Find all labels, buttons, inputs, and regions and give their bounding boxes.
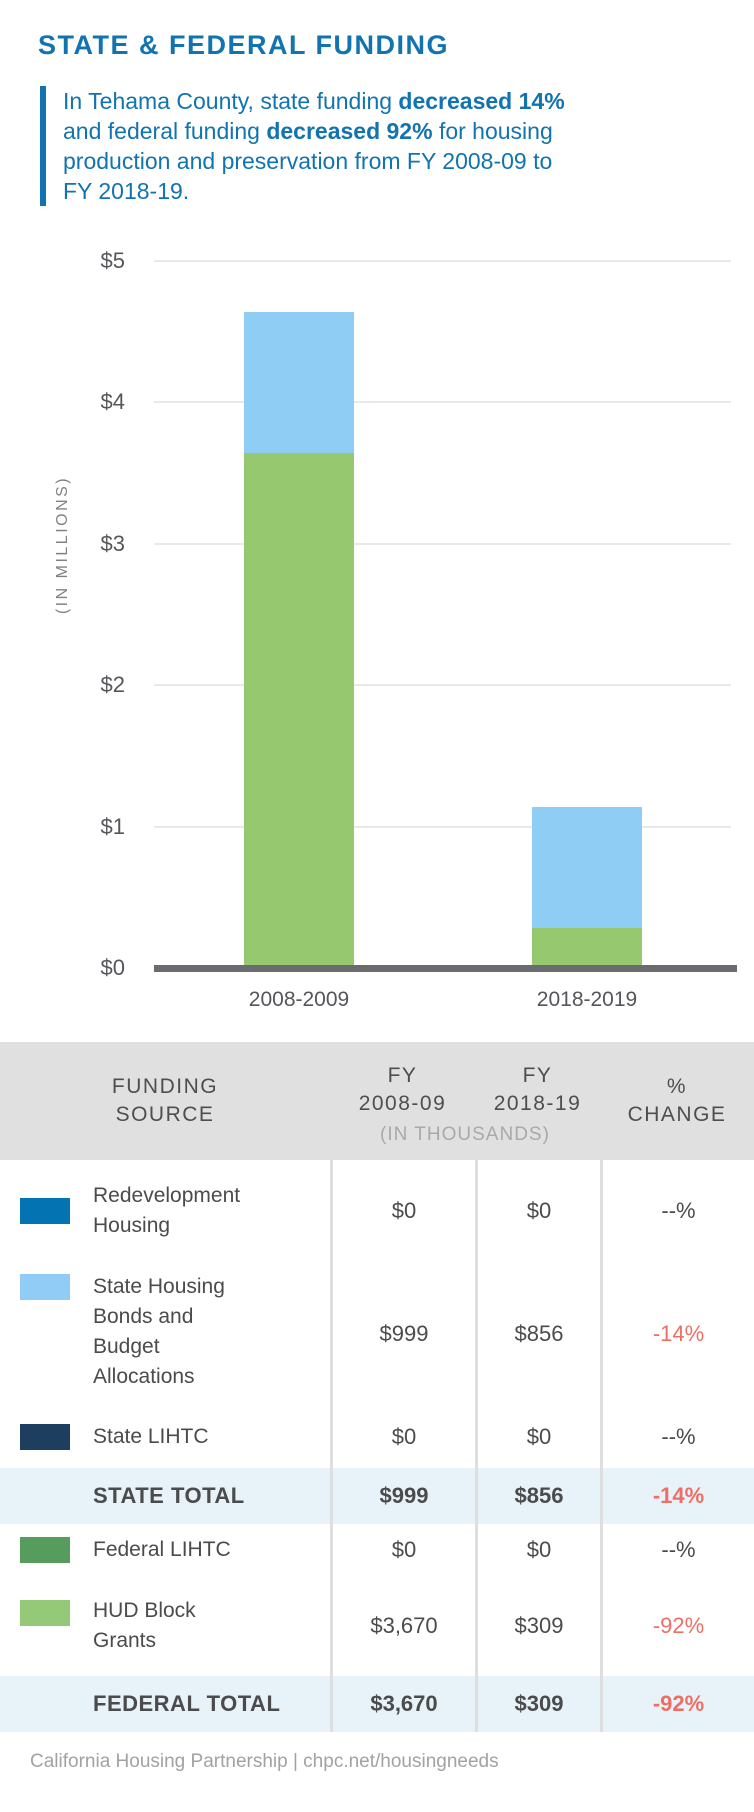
fy2018-value: $0 [475,1160,600,1262]
x-axis-line [154,965,737,972]
table-header: FUNDING SOURCE FY 2008-09 FY 2018-19 % C… [0,1042,754,1160]
table-row-state-housing-bonds: State Housing Bonds and Budget Allocatio… [0,1262,754,1406]
units-note: (IN THOUSANDS) [380,1124,550,1145]
source-cell: State Housing Bonds and Budget Allocatio… [0,1262,330,1406]
y-tick-2: $2 [100,672,125,697]
bar-segment-state-2018 [532,807,642,928]
source-label: Federal LIHTC [93,1538,231,1561]
table-row-state-lihtc: State LIHTC $0 $0 --% [0,1406,754,1468]
pct-change-value: --% [600,1406,754,1468]
fy2008-value: $3,670 [330,1676,475,1732]
y-tick-3: $3 [100,531,125,556]
table-row-federal-lihtc: Federal LIHTC $0 $0 --% [0,1524,754,1576]
x-label-2018-2019: 2018-2019 [536,988,638,1011]
bar-2018-2019 [532,807,642,972]
stacked-bar-chart: (IN MILLIONS) $5 $4 $3 $2 $1 $0 2008-200… [0,220,754,1030]
bar-segment-federal-2008 [244,453,354,972]
header-funding-line1: FUNDING [111,1075,219,1098]
legend-swatch-redevelopment [20,1198,70,1224]
header-funding-source: FUNDING SOURCE [0,1042,330,1160]
y-tick-1: $1 [100,814,125,839]
legend-swatch-state-bonds [20,1274,70,1300]
header-pct-line2: CHANGE [627,1103,727,1126]
callout-bold-federal: decreased 92% [266,118,433,144]
gridline-4 [154,401,731,403]
source-label: Redevelopment Housing [93,1184,241,1237]
bar-segment-state-2008 [244,312,354,453]
gridline-1 [154,826,731,828]
source-cell: Redevelopment Housing [0,1160,330,1262]
source-cell: Federal LIHTC [0,1524,330,1576]
pct-change-value: --% [600,1160,754,1262]
y-tick-4: $4 [100,389,125,414]
source-label: HUD Block Grants [93,1599,196,1652]
y-tick-5: $5 [100,248,125,273]
pct-change-value: -14% [600,1262,754,1406]
source-cell: HUD Block Grants [0,1576,330,1676]
fy2008-value: $999 [330,1262,475,1406]
header-pct-line1: % [666,1075,688,1098]
fy2018-value: $856 [475,1468,600,1524]
gridline-3 [154,543,731,545]
header-fy2-line2: 2018-19 [493,1092,582,1115]
header-pct-change: % CHANGE [600,1042,754,1160]
pct-change-value: -92% [600,1676,754,1732]
x-label-2008-2009: 2008-2009 [248,988,350,1011]
y-tick-0: $0 [100,955,125,980]
pct-change-value: --% [600,1524,754,1576]
header-funding-line2: SOURCE [115,1103,215,1126]
header-fy-2018-19: FY 2018-19 [475,1042,600,1120]
fy2008-value: $0 [330,1160,475,1262]
summary-callout: In Tehama County, state funding decrease… [40,86,580,206]
state-total-label: STATE TOTAL [93,1483,245,1508]
federal-total-label: FEDERAL TOTAL [93,1691,281,1716]
pct-change-value: -92% [600,1576,754,1676]
table-row-redevelopment-housing: Redevelopment Housing $0 $0 --% [0,1160,754,1262]
bar-segment-federal-2018 [532,928,642,972]
legend-swatch-state-lihtc [20,1424,70,1450]
fy2008-value: $0 [330,1406,475,1468]
fy2018-value: $309 [475,1676,600,1732]
callout-text-pre: In Tehama County, state funding [63,88,399,114]
legend-swatch-federal-lihtc [20,1537,70,1563]
table-row-hud-block-grants: HUD Block Grants $3,670 $309 -92% [0,1576,754,1676]
gridline-5 [154,260,731,262]
gridline-2 [154,684,731,686]
header-fy1-line1: FY [387,1064,418,1087]
legend-swatch-hud [20,1600,70,1626]
page-title: STATE & FEDERAL FUNDING [38,30,449,60]
fy2018-value: $0 [475,1524,600,1576]
header-fy1-line2: 2008-09 [358,1092,447,1115]
fy2018-value: $0 [475,1406,600,1468]
header-fy2-line1: FY [522,1064,553,1087]
fy2018-value: $309 [475,1576,600,1676]
callout-text-post: for housing production and preservation … [63,118,553,204]
funding-table: FUNDING SOURCE FY 2008-09 FY 2018-19 % C… [0,1042,754,1732]
source-credit: California Housing Partnership | chpc.ne… [30,1751,499,1772]
source-label: State Housing Bonds and Budget Allocatio… [93,1275,225,1388]
header-fy-2008-09: FY 2008-09 [330,1042,475,1120]
callout-text-mid: and federal funding [63,118,267,144]
fy2008-value: $999 [330,1468,475,1524]
source-label: State LIHTC [93,1425,209,1448]
bar-2008-2009 [244,312,354,972]
source-cell: State LIHTC [0,1406,330,1468]
pct-change-value: -14% [600,1468,754,1524]
table-row-federal-total: FEDERAL TOTAL $3,670 $309 -92% [0,1676,754,1732]
fy2018-value: $856 [475,1262,600,1406]
fy2008-value: $0 [330,1524,475,1576]
fy2008-value: $3,670 [330,1576,475,1676]
callout-bold-state: decreased 14% [398,88,565,114]
table-row-state-total: STATE TOTAL $999 $856 -14% [0,1468,754,1524]
